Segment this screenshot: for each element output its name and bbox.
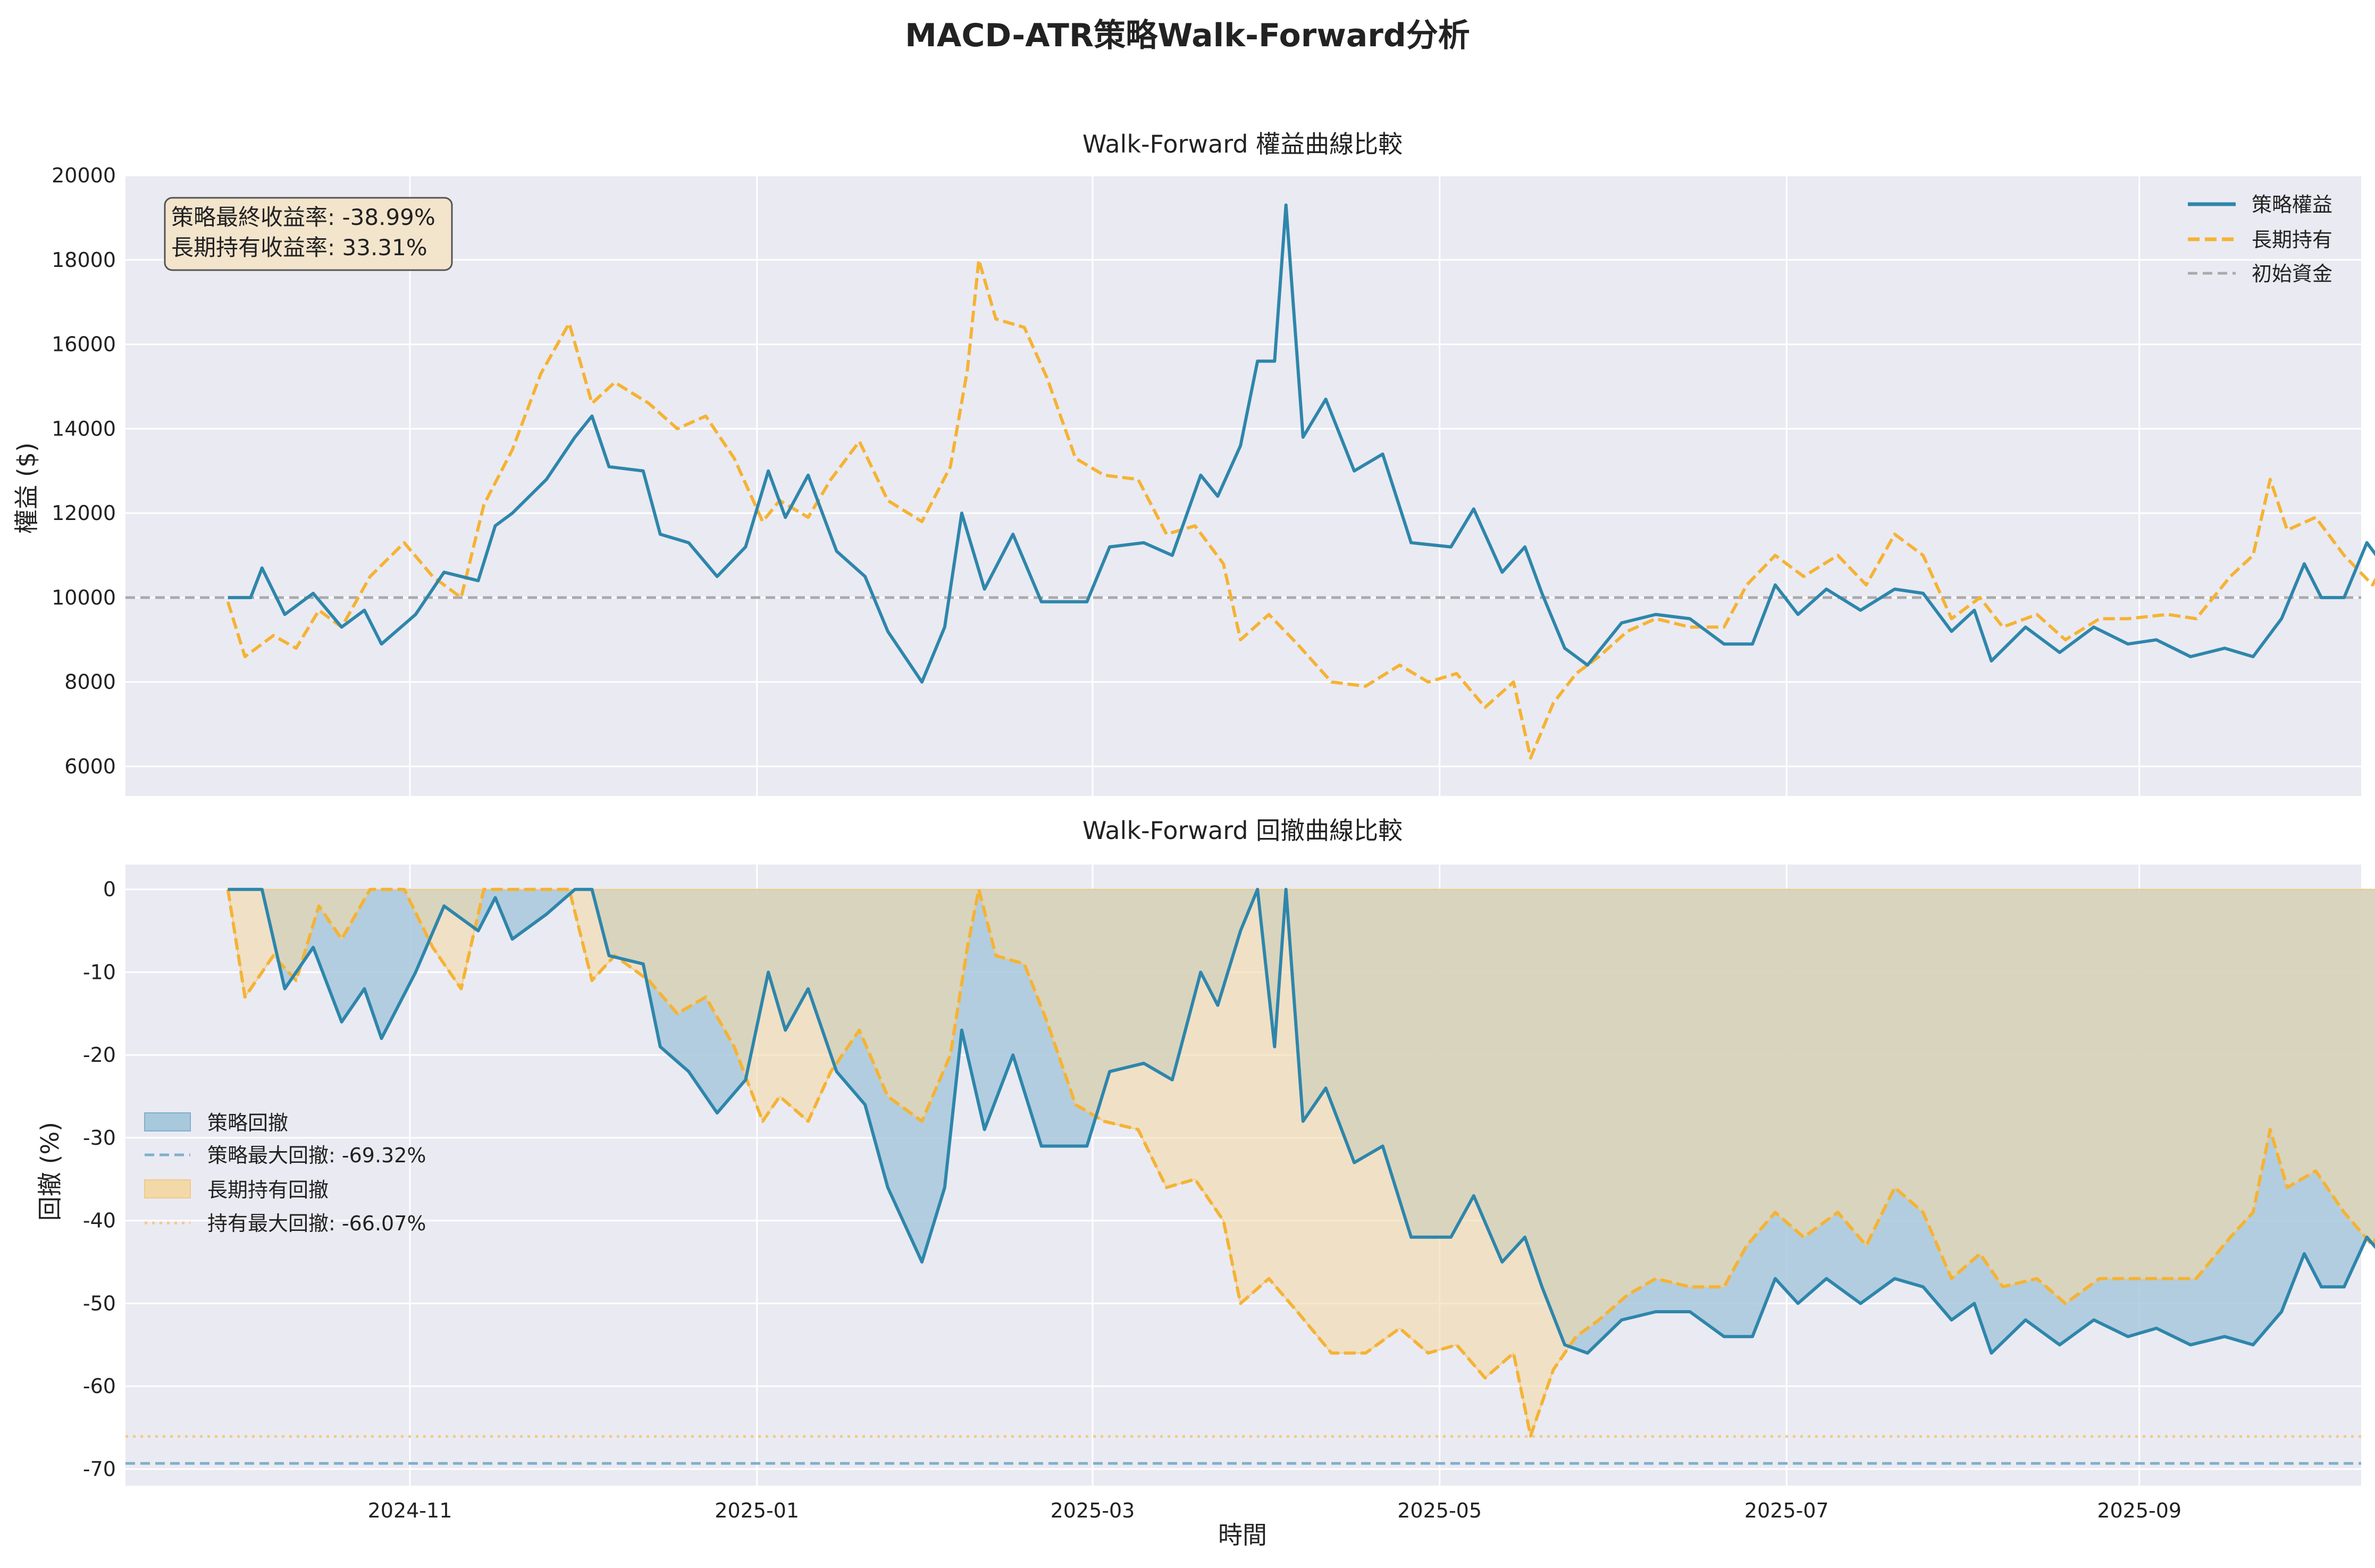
y-tick-label: 14000 (52, 417, 116, 440)
legend-label-hold-maxdd: 持有最大回撤: -66.07% (207, 1212, 426, 1235)
legend-patch-strategy-dd (144, 1112, 191, 1131)
annotation-box (164, 197, 453, 271)
equity-panel: 6000 8000 10000 12000 14000 16000 18000 20000 (52, 164, 2375, 796)
strategy-drawdown-line (228, 887, 2375, 1355)
drawdown-panel-title: Walk-Forward 回撤曲線比較 (1082, 816, 1403, 845)
x-tick-label: 2024-11 (368, 1499, 452, 1522)
annotation-hold-return: 長期持有收益率: 33.31% (171, 234, 427, 261)
y-tick-label: 10000 (52, 586, 116, 609)
drawdown-ylabel: 回撤 (%) (36, 1122, 64, 1221)
hold-equity-line (226, 258, 2375, 760)
drawdown-panel: 0 -10 -20 -30 -40 -50 -60 -70 2024-11 2025-01 2025… (83, 865, 2375, 1522)
y-tick-label: -50 (83, 1292, 116, 1315)
y-tick-label: 0 (103, 878, 116, 901)
y-tick-label: 20000 (52, 164, 116, 187)
equity-panel-title: Walk-Forward 權益曲線比較 (1082, 130, 1403, 158)
y-tick-label: 12000 (52, 501, 116, 525)
strategy-equity-line (228, 203, 2375, 684)
y-tick-label: 16000 (52, 333, 116, 356)
legend-label-initial: 初始資金 (2252, 262, 2332, 286)
y-tick-label: -20 (83, 1043, 116, 1067)
plot-background (125, 175, 2361, 796)
y-tick-label: 6000 (64, 754, 116, 778)
x-tick-label: 2025-01 (715, 1499, 799, 1522)
legend-label-strategy: 策略權益 (2252, 193, 2332, 216)
drawdown-legend: 策略回撤 策略最大回撤: -69.32% 長期持有回撤 持有最大回撤: -66.… (144, 1111, 426, 1235)
x-tick-label: 2025-07 (1744, 1499, 1829, 1522)
y-tick-label: -10 (83, 960, 116, 984)
y-tick-label: -30 (83, 1126, 116, 1150)
y-tick-label: -40 (83, 1209, 116, 1232)
legend-patch-hold-dd (144, 1179, 191, 1198)
drawdown-xlabel: 時間 (1218, 1521, 1267, 1549)
y-tick-label: -70 (83, 1457, 116, 1481)
return-annotation: 策略最終收益率: -38.99% 長期持有收益率: 33.31% (164, 197, 453, 271)
x-tick-label: 2025-05 (1397, 1499, 1482, 1522)
legend-label-hold: 長期持有 (2252, 228, 2332, 251)
legend-label-hold-dd: 長期持有回撤 (207, 1178, 329, 1202)
figure-title: MACD-ATR策略Walk-Forward分析 (905, 17, 1470, 54)
hold-drawdown-line (226, 887, 2375, 1438)
equity-legend: 策略權益 長期持有 初始資金 (2188, 193, 2332, 286)
x-tick-label: 2025-09 (2097, 1499, 2181, 1522)
y-tick-label: 18000 (52, 248, 116, 272)
annotation-strategy-return: 策略最終收益率: -38.99% (171, 204, 435, 230)
y-tick-label: 8000 (64, 670, 116, 694)
equity-ylabel: 權益 ($) (12, 442, 41, 534)
x-tick-label: 2025-03 (1051, 1499, 1135, 1522)
legend-label-strategy-maxdd: 策略最大回撤: -69.32% (207, 1144, 426, 1167)
y-tick-label: -60 (83, 1374, 116, 1398)
legend-label-strategy-dd: 策略回撤 (207, 1111, 288, 1135)
